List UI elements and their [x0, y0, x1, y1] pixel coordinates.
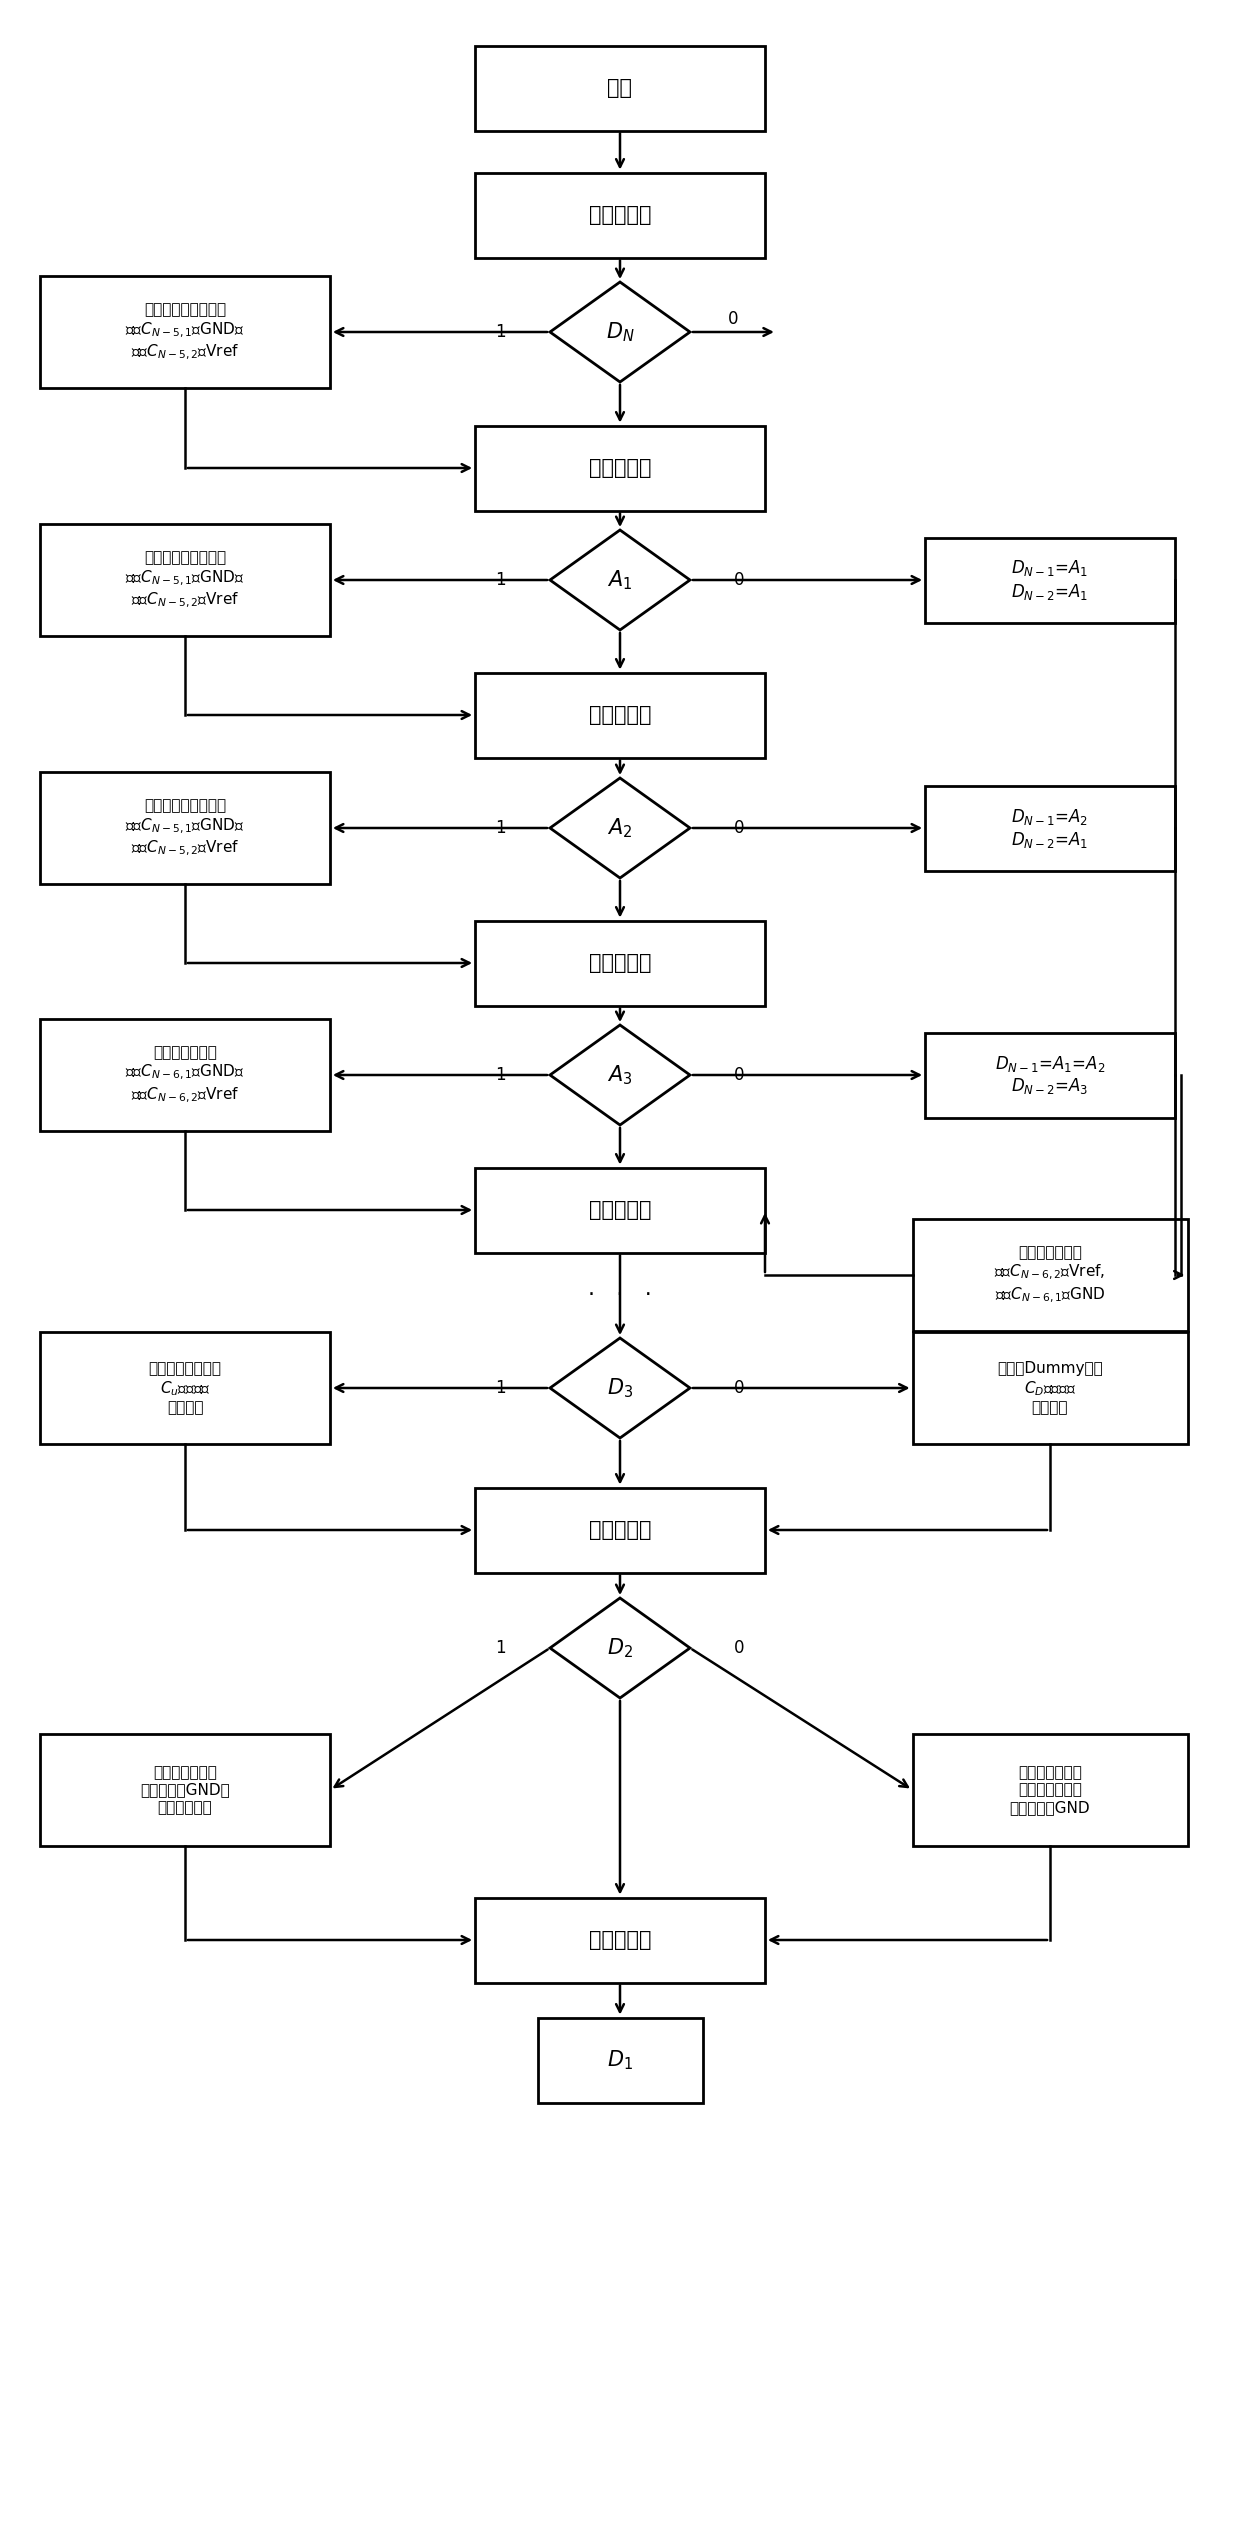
Polygon shape [551, 778, 689, 877]
Text: 采样: 采样 [608, 78, 632, 99]
Text: 1: 1 [495, 571, 506, 589]
Text: $D_{N-1}$=$A_1$
$D_{N-2}$=$A_1$: $D_{N-1}$=$A_1$ $D_{N-2}$=$A_1$ [1012, 558, 1089, 601]
Bar [475, 425, 765, 510]
Text: 比较器判决: 比较器判决 [589, 953, 651, 973]
Text: $A_2$: $A_2$ [608, 816, 632, 839]
Text: 正负端Dummy电容
$C_D$短接成为
联合电容: 正负端Dummy电容 $C_D$短接成为 联合电容 [997, 1362, 1102, 1415]
Bar [913, 1332, 1188, 1443]
Text: 第三高位电容；
正端$C_{N-6,2}$接Vref,
负端$C_{N-6,1}$接GND: 第三高位电容； 正端$C_{N-6,2}$接Vref, 负端$C_{N-6,1}… [994, 1246, 1106, 1304]
Text: $D_{N-1}$=$A_1$=$A_2$
$D_{N-2}$=$A_3$: $D_{N-1}$=$A_1$=$A_2$ $D_{N-2}$=$A_3$ [994, 1054, 1105, 1097]
Bar [475, 45, 765, 131]
Text: 1: 1 [495, 819, 506, 836]
Text: 联合电容分裂，
正端电容浮置，
负端电容接GND: 联合电容分裂， 正端电容浮置， 负端电容接GND [1009, 1764, 1090, 1814]
Polygon shape [551, 1337, 689, 1438]
Text: 1: 1 [495, 1066, 506, 1084]
Text: 0: 0 [734, 1066, 745, 1084]
Text: 比较器判决: 比较器判决 [589, 705, 651, 725]
Bar [40, 1018, 330, 1132]
Bar [475, 172, 765, 258]
Text: 比较器判决: 比较器判决 [589, 1521, 651, 1539]
Bar [475, 1488, 765, 1572]
Polygon shape [551, 1597, 689, 1698]
Bar [40, 773, 330, 884]
Text: 0: 0 [734, 1640, 745, 1658]
Bar [475, 920, 765, 1006]
Text: 0: 0 [734, 1380, 745, 1397]
Text: 第一组次高位电容；
正端$C_{N-5,1}$接GND，
负端$C_{N-5,2}$接Vref: 第一组次高位电容； 正端$C_{N-5,1}$接GND， 负端$C_{N-5,2… [125, 303, 244, 361]
Bar [913, 1218, 1188, 1332]
Bar [40, 1332, 330, 1443]
Bar [925, 786, 1176, 869]
Bar [537, 2017, 703, 2102]
Bar [925, 1034, 1176, 1117]
Text: 比较器判决: 比较器判决 [589, 457, 651, 478]
Text: 1: 1 [495, 1380, 506, 1397]
Text: 比较器判决: 比较器判决 [589, 1200, 651, 1221]
Text: $D_N$: $D_N$ [605, 321, 635, 344]
Text: $D_{N-1}$=$A_2$
$D_{N-2}$=$A_1$: $D_{N-1}$=$A_2$ $D_{N-2}$=$A_1$ [1012, 806, 1089, 849]
Polygon shape [551, 1026, 689, 1125]
Bar [40, 1734, 330, 1847]
Text: 第三组次高位电容；
正端$C_{N-5,1}$接GND，
负端$C_{N-5,2}$接Vref: 第三组次高位电容； 正端$C_{N-5,1}$接GND， 负端$C_{N-5,2… [125, 799, 244, 857]
Polygon shape [551, 531, 689, 629]
Text: 1: 1 [495, 323, 506, 341]
Polygon shape [551, 283, 689, 382]
Text: $A_3$: $A_3$ [608, 1064, 632, 1087]
Text: 比较器判决: 比较器判决 [589, 1931, 651, 1951]
Text: 第二组次高位电容；
正端$C_{N-5,1}$接GND，
负端$C_{N-5,2}$接Vref: 第二组次高位电容； 正端$C_{N-5,1}$接GND， 负端$C_{N-5,2… [125, 551, 244, 609]
Text: $D_1$: $D_1$ [608, 2049, 632, 2072]
Text: 第三高位电容；
正端$C_{N-6,1}$接GND，
负端$C_{N-6,2}$接Vref: 第三高位电容； 正端$C_{N-6,1}$接GND， 负端$C_{N-6,2}$… [125, 1046, 244, 1104]
Text: ·   ·   ·: · · · [588, 1286, 652, 1306]
Text: $A_1$: $A_1$ [608, 569, 632, 591]
Text: 0: 0 [728, 311, 739, 329]
Text: 正负端最低位电容
$C_u$短接成为
联合电容: 正负端最低位电容 $C_u$短接成为 联合电容 [149, 1362, 222, 1415]
Text: 0: 0 [734, 819, 745, 836]
Bar [913, 1734, 1188, 1847]
Text: 1: 1 [495, 1640, 506, 1658]
Text: $D_2$: $D_2$ [608, 1635, 632, 1660]
Bar [925, 538, 1176, 622]
Bar [475, 1167, 765, 1253]
Bar [475, 672, 765, 758]
Bar [40, 275, 330, 389]
Bar [40, 523, 330, 637]
Bar [475, 1898, 765, 1984]
Text: $D_3$: $D_3$ [606, 1377, 634, 1400]
Text: 联合电容分裂，
正端电容接GND，
负端电容浮置: 联合电容分裂， 正端电容接GND， 负端电容浮置 [140, 1764, 229, 1814]
Text: 比较器判决: 比较器判决 [589, 205, 651, 225]
Text: 0: 0 [734, 571, 745, 589]
